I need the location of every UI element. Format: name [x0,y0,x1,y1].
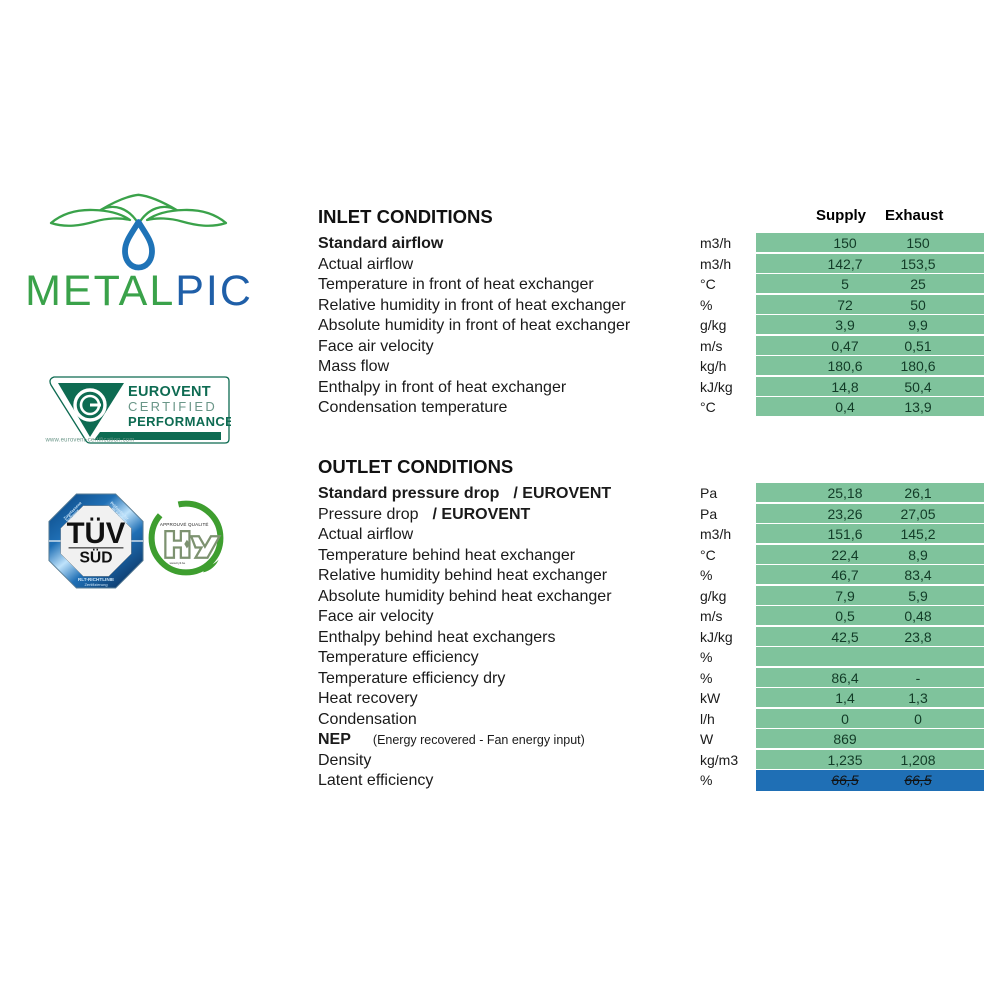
svg-text:PERFORMANCE: PERFORMANCE [128,414,231,429]
svg-text:www.hy3.be: www.hy3.be [170,561,186,565]
svg-text:CERTIFIED: CERTIFIED [128,399,217,414]
svg-text:www.eurovent-certification.com: www.eurovent-certification.com [44,438,134,444]
svg-text:SÜD: SÜD [79,548,112,567]
svg-text:TÜV: TÜV [67,517,126,550]
svg-text:Zertifizierung: Zertifizierung [84,582,107,587]
svg-text:APPROUVÉ QUALITÉ: APPROUVÉ QUALITÉ [160,521,209,527]
svg-text:EUROVENT: EUROVENT [128,384,211,400]
